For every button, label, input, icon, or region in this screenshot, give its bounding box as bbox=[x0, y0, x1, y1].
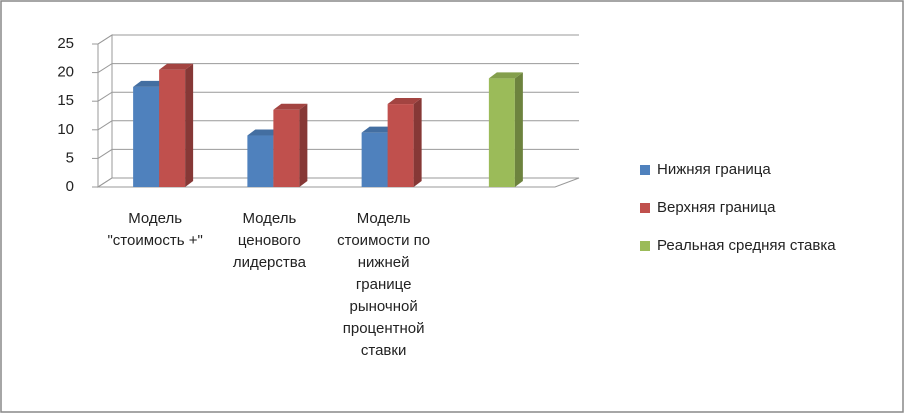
x-tick-label: Модель "стоимость +" bbox=[107, 210, 203, 249]
bar-side bbox=[413, 98, 422, 187]
bar-front bbox=[273, 109, 300, 187]
legend-label: Реальная средняя ставка bbox=[657, 237, 836, 254]
bar-front bbox=[387, 104, 414, 187]
bar-top bbox=[247, 129, 282, 136]
grid-line bbox=[97, 91, 579, 102]
bar bbox=[273, 103, 308, 187]
grid-line bbox=[97, 63, 579, 74]
bar-front bbox=[488, 78, 515, 187]
y-tick-label: 5 bbox=[66, 149, 74, 166]
legend-label: Нижняя граница bbox=[657, 161, 771, 178]
bar-top bbox=[133, 80, 168, 87]
bar-side bbox=[299, 103, 308, 187]
bar-front bbox=[247, 135, 274, 187]
bar bbox=[387, 98, 422, 187]
bar-side bbox=[514, 72, 523, 187]
y-tick-label: 15 bbox=[57, 92, 74, 109]
y-tick-label: 10 bbox=[57, 121, 74, 138]
back-wall bbox=[97, 34, 113, 188]
y-tick-label: 0 bbox=[66, 178, 74, 195]
y-tick-label: 20 bbox=[57, 64, 74, 81]
y-tick-label: 25 bbox=[57, 35, 74, 52]
legend-swatch bbox=[640, 241, 650, 251]
legend-label: Верхняя граница bbox=[657, 199, 776, 216]
grid-line bbox=[97, 177, 579, 188]
legend-swatch bbox=[640, 165, 650, 175]
bar bbox=[159, 63, 194, 187]
x-tick-label: Модель стоимости по нижней границе рыноч… bbox=[337, 210, 431, 359]
bar-top bbox=[387, 98, 422, 105]
bar-front bbox=[133, 86, 160, 187]
bar-front bbox=[361, 132, 388, 187]
grid-line bbox=[97, 34, 579, 45]
bar-top bbox=[273, 103, 308, 110]
bar bbox=[488, 72, 523, 187]
x-tick-label: Модель ценового лидерства bbox=[232, 210, 306, 271]
grid-line bbox=[97, 120, 579, 131]
bar-front bbox=[159, 69, 186, 187]
bar-top bbox=[361, 126, 396, 133]
bar-side bbox=[185, 63, 194, 187]
bar-top bbox=[159, 63, 194, 70]
bar-top bbox=[488, 72, 523, 79]
grid-line bbox=[97, 148, 579, 159]
legend-swatch bbox=[640, 203, 650, 213]
